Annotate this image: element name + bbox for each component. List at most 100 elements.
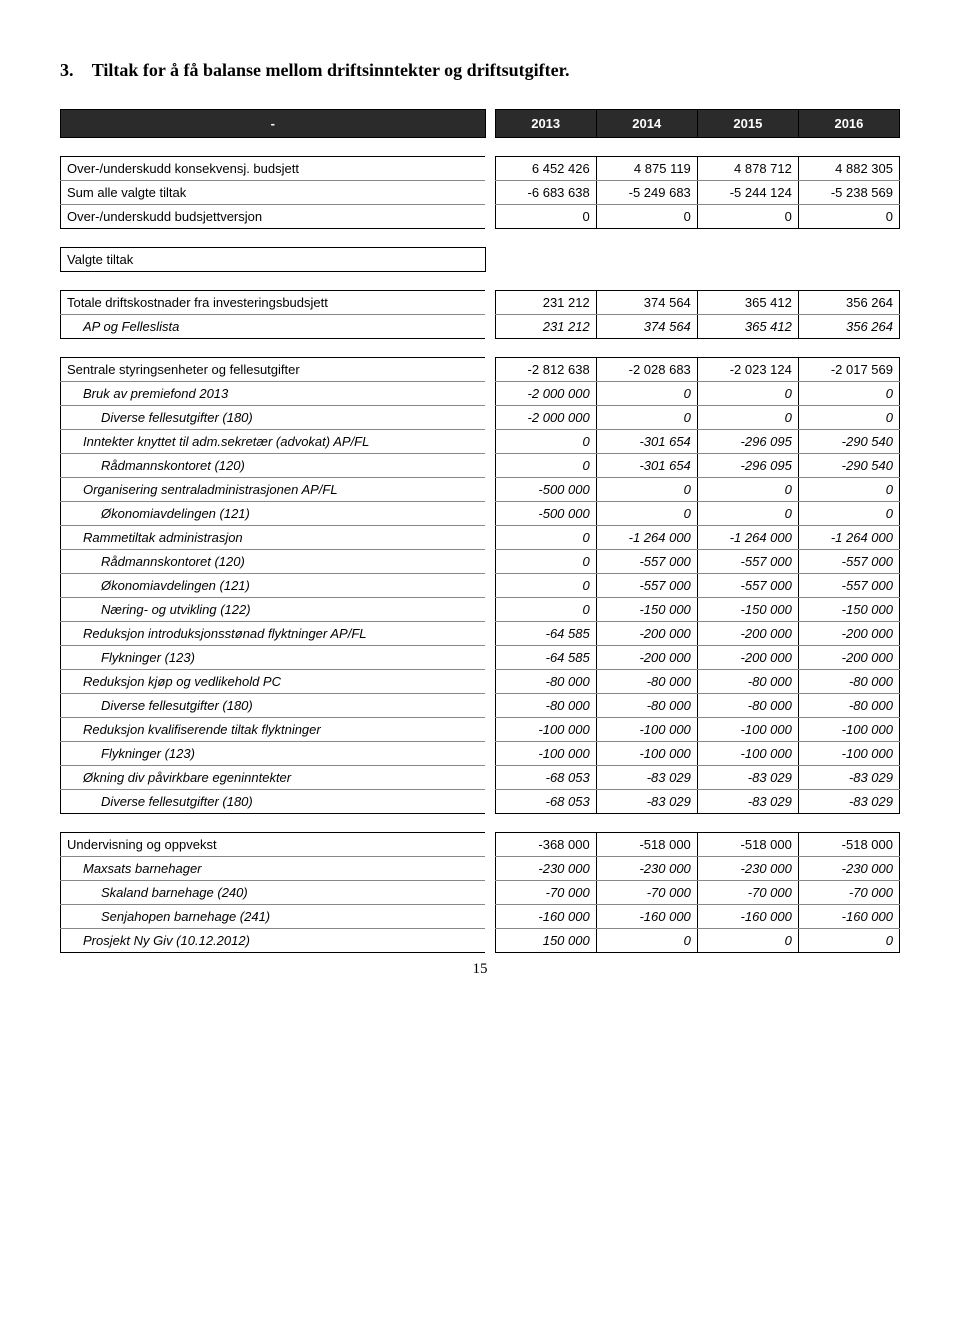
row-value: -2 000 000	[495, 382, 596, 406]
row-value: -83 029	[596, 766, 697, 790]
drifts-table: Totale driftskostnader fra investeringsb…	[60, 290, 900, 339]
row-value: -80 000	[798, 694, 899, 718]
row-value: -100 000	[697, 718, 798, 742]
summary-table: Over-/underskudd konsekvensj. budsjett6 …	[60, 156, 900, 229]
row-value: -80 000	[495, 694, 596, 718]
row-value: 0	[596, 382, 697, 406]
row-value: -68 053	[495, 790, 596, 814]
row-value: 356 264	[798, 291, 899, 315]
year-2013: 2013	[495, 110, 596, 138]
row-value: 0	[495, 430, 596, 454]
row-value: 356 264	[798, 315, 899, 339]
row-value: -518 000	[798, 833, 899, 857]
row-value: 0	[697, 406, 798, 430]
row-value: -368 000	[495, 833, 596, 857]
row-label: Reduksjon introduksjonsstønad flyktninge…	[61, 622, 486, 646]
row-value: 231 212	[495, 315, 596, 339]
row-value: -301 654	[596, 430, 697, 454]
row-value: -83 029	[798, 790, 899, 814]
row-value: -64 585	[495, 646, 596, 670]
row-label: Rammetiltak administrasjon	[61, 526, 486, 550]
row-label: Rådmannskontoret (120)	[61, 454, 486, 478]
row-label: Over-/underskudd konsekvensj. budsjett	[61, 157, 486, 181]
row-label: Flykninger (123)	[61, 742, 486, 766]
section-heading: 3. Tiltak for å få balanse mellom drifts…	[60, 60, 900, 81]
row-value: -296 095	[697, 454, 798, 478]
row-value: 150 000	[495, 929, 596, 953]
valgte-tiltak-label: Valgte tiltak	[61, 248, 486, 272]
row-value: -150 000	[596, 598, 697, 622]
row-value: 0	[798, 406, 899, 430]
row-label: Økonomiavdelingen (121)	[61, 574, 486, 598]
row-value: -296 095	[697, 430, 798, 454]
row-value: -100 000	[596, 742, 697, 766]
row-value: 0	[495, 598, 596, 622]
row-value: -80 000	[596, 670, 697, 694]
row-value: 365 412	[697, 291, 798, 315]
row-value: 0	[697, 929, 798, 953]
undervisning-table: Undervisning og oppvekst-368 000-518 000…	[60, 832, 900, 953]
row-label: Skaland barnehage (240)	[61, 881, 486, 905]
row-value: 0	[596, 929, 697, 953]
row-label: Reduksjon kjøp og vedlikehold PC	[61, 670, 486, 694]
row-value: 0	[798, 929, 899, 953]
row-value: 0	[697, 478, 798, 502]
row-value: -518 000	[697, 833, 798, 857]
row-label: Flykninger (123)	[61, 646, 486, 670]
row-label: Organisering sentraladministrasjonen AP/…	[61, 478, 486, 502]
row-value: 374 564	[596, 315, 697, 339]
row-value: -518 000	[596, 833, 697, 857]
year-2016: 2016	[798, 110, 899, 138]
row-label: Økning div påvirkbare egeninntekter	[61, 766, 486, 790]
row-value: -80 000	[697, 670, 798, 694]
row-label: Diverse fellesutgifter (180)	[61, 406, 486, 430]
row-value: -80 000	[596, 694, 697, 718]
row-value: -557 000	[596, 574, 697, 598]
row-value: -83 029	[798, 766, 899, 790]
row-label: Rådmannskontoret (120)	[61, 550, 486, 574]
heading-number: 3.	[60, 60, 74, 80]
row-value: -1 264 000	[697, 526, 798, 550]
row-value: -2 000 000	[495, 406, 596, 430]
row-value: -80 000	[495, 670, 596, 694]
row-value: -160 000	[596, 905, 697, 929]
row-value: -83 029	[697, 766, 798, 790]
row-label: Senjahopen barnehage (241)	[61, 905, 486, 929]
row-value: -160 000	[495, 905, 596, 929]
row-value: -100 000	[798, 718, 899, 742]
row-value: -100 000	[697, 742, 798, 766]
row-value: 0	[596, 205, 697, 229]
row-value: 374 564	[596, 291, 697, 315]
row-label: Inntekter knyttet til adm.sekretær (advo…	[61, 430, 486, 454]
row-label: Diverse fellesutgifter (180)	[61, 790, 486, 814]
row-value: -6 683 638	[495, 181, 596, 205]
year-2014: 2014	[596, 110, 697, 138]
row-value: -230 000	[495, 857, 596, 881]
row-label: AP og Felleslista	[61, 315, 486, 339]
row-label: Næring- og utvikling (122)	[61, 598, 486, 622]
row-value: -70 000	[596, 881, 697, 905]
row-value: 0	[495, 574, 596, 598]
row-value: -100 000	[596, 718, 697, 742]
row-value: -70 000	[798, 881, 899, 905]
row-value: -2 028 683	[596, 358, 697, 382]
row-value: -301 654	[596, 454, 697, 478]
row-value: -100 000	[798, 742, 899, 766]
row-value: 0	[697, 382, 798, 406]
row-value: 0	[798, 205, 899, 229]
row-value: 0	[596, 502, 697, 526]
row-label: Undervisning og oppvekst	[61, 833, 486, 857]
row-value: -100 000	[495, 718, 596, 742]
row-label: Over-/underskudd budsjettversjon	[61, 205, 486, 229]
row-value: 231 212	[495, 291, 596, 315]
row-label: Reduksjon kvalifiserende tiltak flyktnin…	[61, 718, 486, 742]
row-value: -160 000	[697, 905, 798, 929]
row-value: -2 812 638	[495, 358, 596, 382]
row-value: -64 585	[495, 622, 596, 646]
row-value: -150 000	[798, 598, 899, 622]
header-gap	[485, 110, 495, 138]
row-label: Prosjekt Ny Giv (10.12.2012)	[61, 929, 486, 953]
header-left: -	[61, 110, 486, 138]
row-value: -70 000	[697, 881, 798, 905]
row-value: -1 264 000	[596, 526, 697, 550]
